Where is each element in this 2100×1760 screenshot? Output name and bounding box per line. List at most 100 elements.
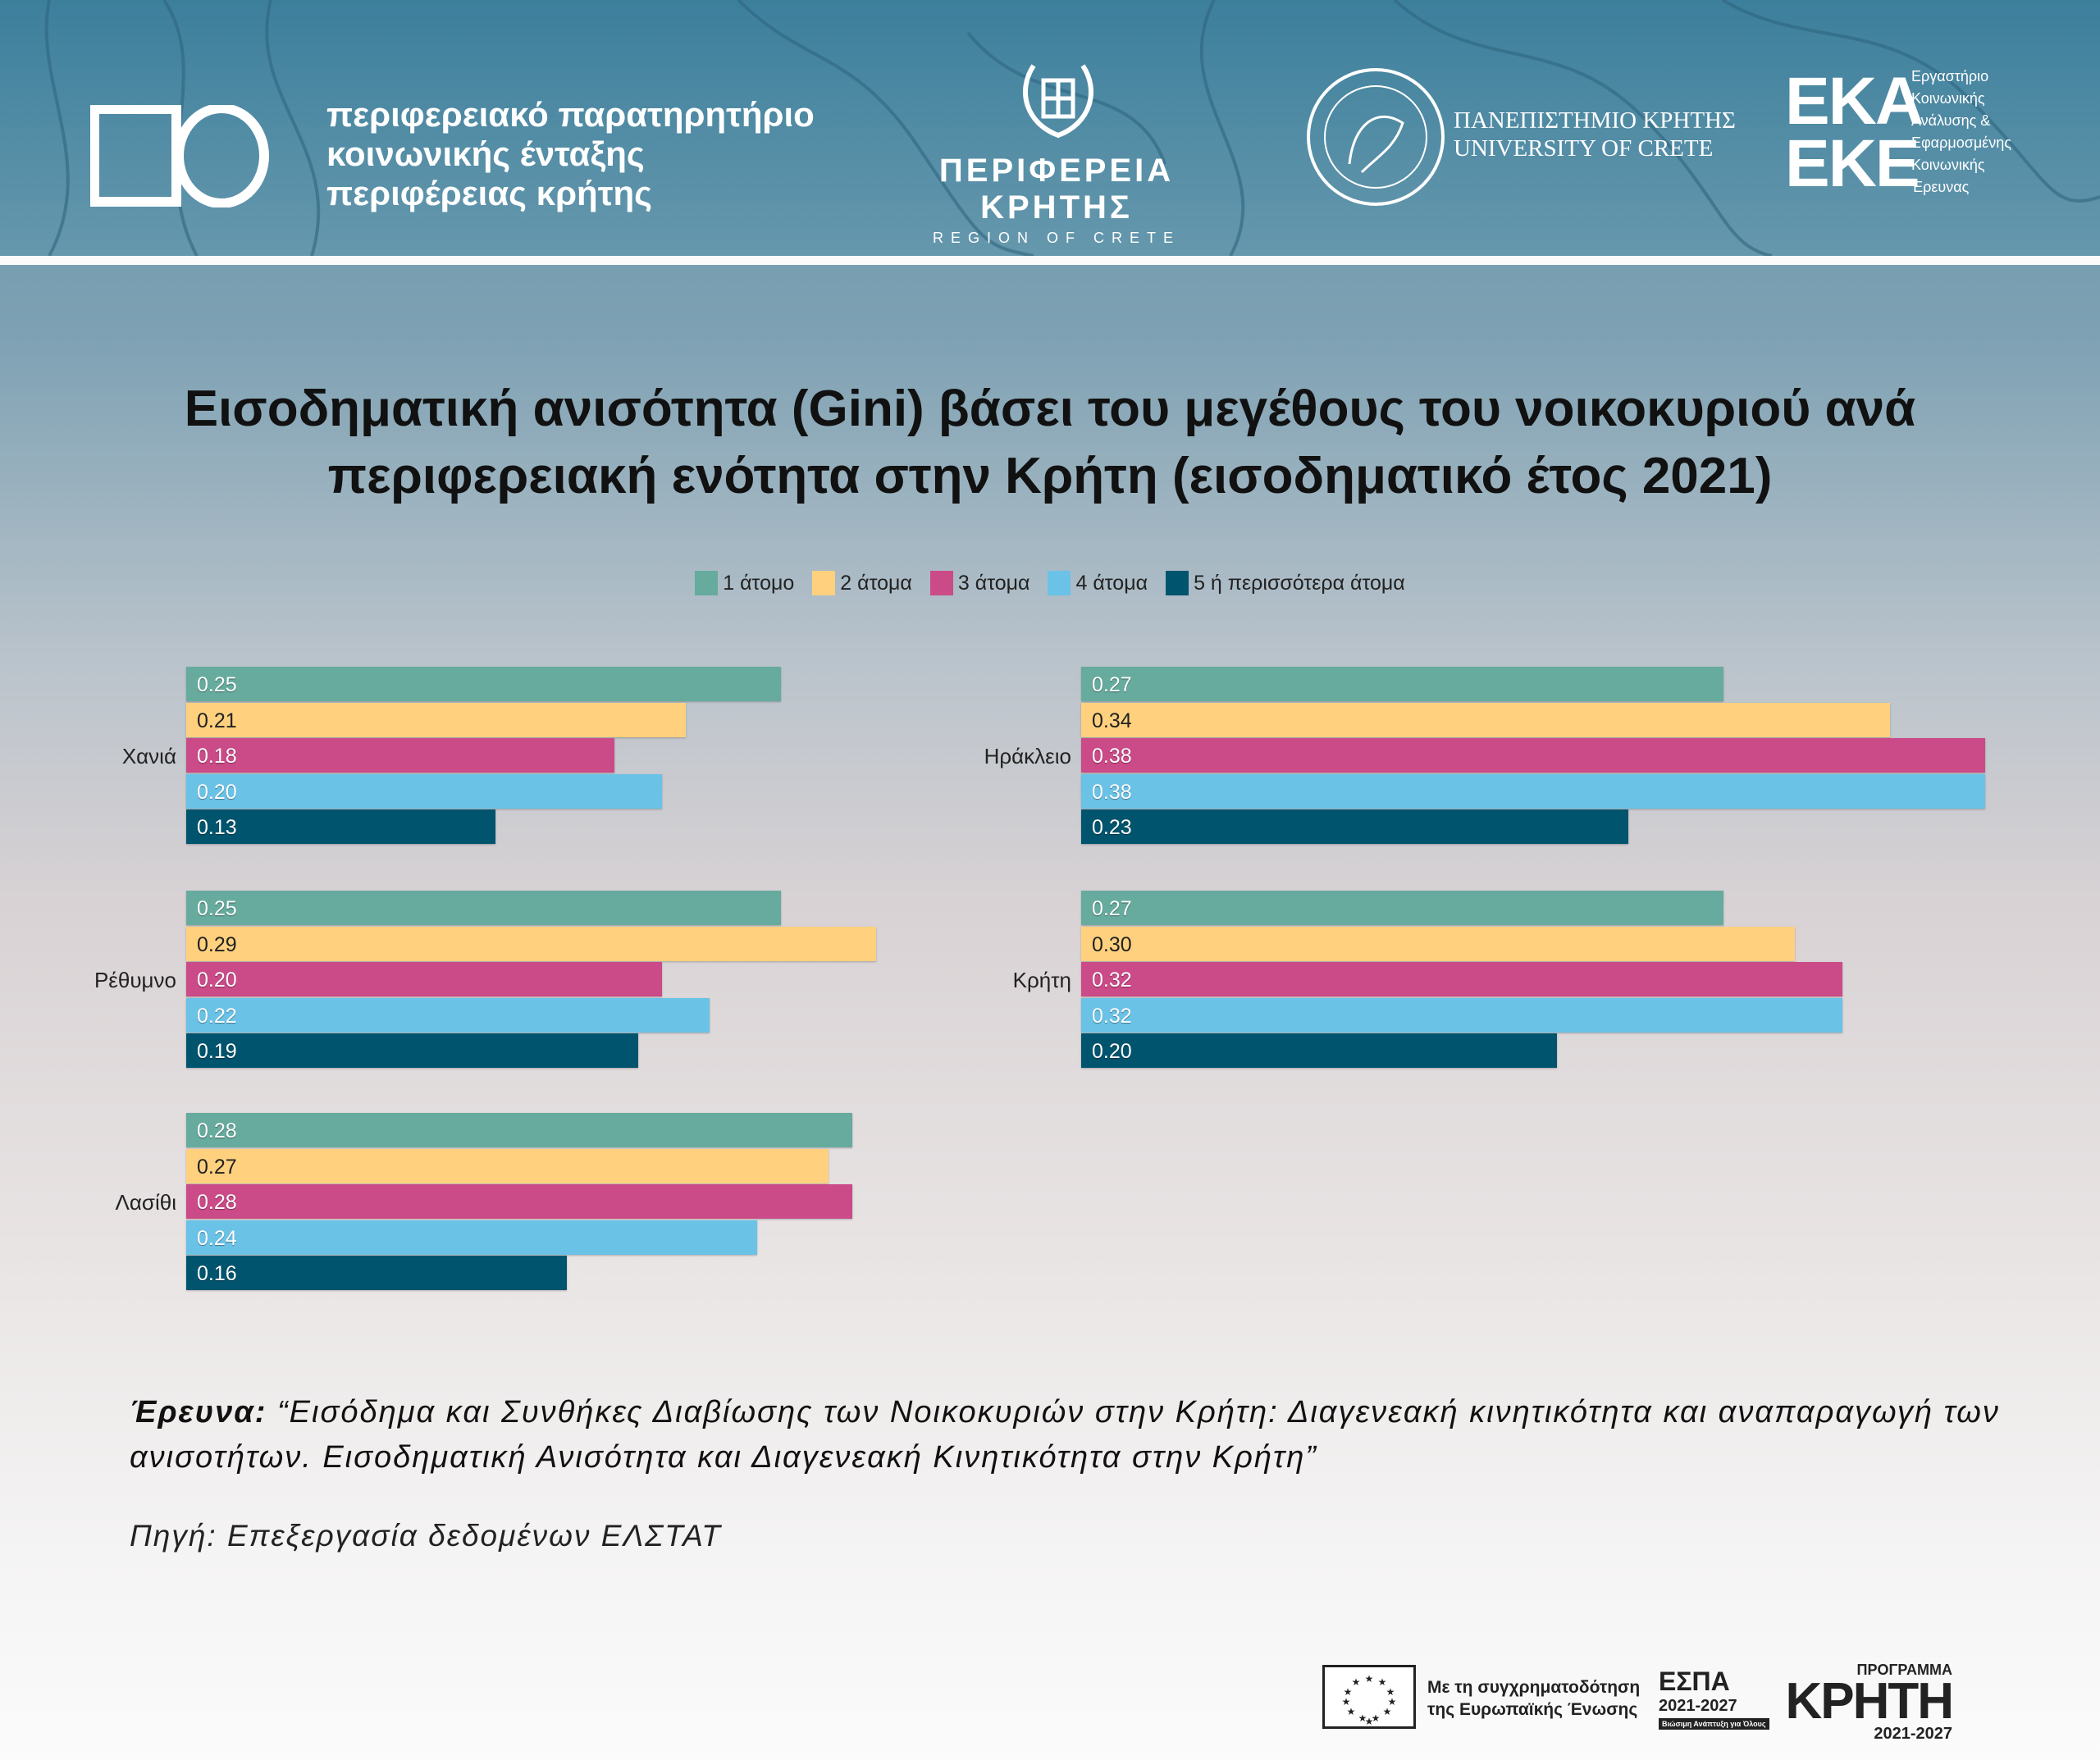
eka-text-line: Ανάλυσης & [1911, 112, 1991, 129]
eka-text-line: Έρευνας [1911, 179, 1970, 195]
data-label: 0.20 [1092, 1040, 1132, 1064]
data-label: 0.30 [1092, 932, 1132, 956]
topographic-pattern [44, 0, 2100, 256]
bar: 0.27 [1081, 667, 1723, 701]
programme-crete-logo: ΠΡΟΓΡΑΜΜΑ ΚΡΗΤΗ 2021-2027 [1770, 1662, 1954, 1744]
svg-text:★: ★ [1372, 1712, 1381, 1724]
data-label: 0.25 [197, 673, 237, 696]
eka-text-line: Κοινωνικής [1911, 90, 1985, 107]
svg-text:★: ★ [1365, 1673, 1374, 1685]
bar: 0.32 [1081, 962, 1842, 997]
programme-name: ΚΡΗΤΗ [1785, 1673, 1954, 1730]
bar: 0.27 [186, 1148, 829, 1183]
legend-item: 2 άτομα [812, 571, 912, 595]
bar: 0.25 [186, 891, 781, 925]
eka-text-line: Κοινωνικής [1911, 157, 1985, 173]
bar: 0.28 [186, 1113, 852, 1147]
legend-swatch [1166, 571, 1189, 595]
legend-label: 3 άτομα [957, 571, 1030, 595]
data-label: 0.29 [197, 932, 237, 956]
observatory-line: περιφέρειας κρήτης [326, 174, 652, 212]
data-label: 0.18 [197, 745, 237, 768]
eu-cofunding-text: Με τη συγχρηματοδότηση της Ευρωπαϊκής Έν… [1427, 1676, 1640, 1721]
category-label: Κρήτη [1012, 968, 1071, 993]
data-source: Πηγή: Επεξεργασία δεδομένων ΕΛΣΤΑΤ [130, 1519, 722, 1553]
svg-text:★: ★ [1386, 1686, 1395, 1698]
legend-label: 5 ή περισσότερα άτομα [1194, 571, 1405, 595]
region-of-crete-logo: ΠΕΡΙΦΕΡΕΙΑ ΚΡΗΤΗΣ REGION OF CRETE [876, 153, 1237, 247]
university-line: ΠΑΝΕΠΙΣΤΗΜΙΟ ΚΡΗΤΗΣ [1454, 107, 1736, 134]
eka-logo-line: ΕΚΑ [1785, 64, 1924, 139]
data-label: 0.24 [197, 1226, 237, 1250]
data-label: 0.22 [197, 1004, 237, 1028]
espa-years: 2021-2027 [1659, 1697, 1737, 1715]
region-title: ΠΕΡΙΦΕΡΕΙΑ ΚΡΗΤΗΣ [938, 153, 1175, 226]
data-label: 0.20 [197, 780, 237, 804]
eka-text-line: Εργαστήριο [1911, 68, 1989, 84]
bar: 0.29 [186, 926, 876, 961]
data-label: 0.34 [1092, 709, 1132, 732]
svg-text:★: ★ [1378, 1676, 1387, 1688]
svg-text:★: ★ [1344, 1686, 1353, 1698]
survey-citation: Έρευνα: “Εισόδημα και Συνθήκες Διαβίωσης… [130, 1390, 2016, 1480]
university-line: UNIVERSITY OF CRETE [1454, 135, 1714, 162]
svg-text:★: ★ [1358, 1712, 1367, 1724]
category-label: Ηράκλειο [984, 744, 1071, 769]
bar: 0.16 [186, 1256, 567, 1291]
bar: 0.20 [186, 962, 662, 997]
bar: 0.38 [1081, 738, 1985, 773]
legend-item: 4 άτομα [1048, 571, 1148, 595]
observatory-line: περιφερειακό παρατηρητήριο [326, 95, 815, 134]
svg-text:★: ★ [1388, 1696, 1397, 1708]
data-label: 0.20 [197, 969, 237, 992]
legend-label: 1 άτομο [723, 571, 795, 595]
data-label: 0.27 [1092, 673, 1132, 696]
bar: 0.25 [186, 667, 781, 701]
espa-logo: ΕΣΠΑ 2021-2027 Βιώσιμη Ανάπτυξη για Όλου… [1659, 1667, 1769, 1730]
bar: 0.30 [1081, 926, 1795, 961]
eu-text-line: της Ευρωπαϊκής Ένωσης [1427, 1700, 1638, 1719]
espa-title: ΕΣΠΑ [1659, 1667, 1730, 1696]
programme-top: ΠΡΟΓΡΑΜΜΑ [1856, 1662, 1952, 1678]
svg-text:★: ★ [1383, 1706, 1392, 1717]
bar: 0.20 [1081, 1033, 1557, 1069]
chart-title-line: περιφερειακή ενότητα στην Κρήτη (εισοδημ… [327, 448, 1773, 504]
data-label: 0.32 [1092, 969, 1132, 992]
header-banner: περιφερειακό παρατηρητήριο κοινωνικής έν… [0, 0, 2100, 256]
eu-flag-icon: ★ ★ ★ ★ ★ ★ ★ ★ ★ ★ ★ ★ [1322, 1665, 1416, 1729]
observatory-logo [90, 105, 269, 207]
eka-eke-logo: ΕΚΑ ΕΚΕ [1785, 64, 1924, 198]
header-divider [0, 256, 2100, 265]
bar: 0.28 [186, 1184, 852, 1220]
data-label: 0.19 [197, 1040, 237, 1064]
programme-years: 2021-2027 [1874, 1725, 1952, 1743]
bar: 0.27 [1081, 891, 1723, 925]
eka-text-line: Εφαρμοσμένης [1911, 135, 2011, 151]
svg-text:★: ★ [1347, 1706, 1356, 1717]
bar: 0.20 [186, 773, 662, 809]
legend-swatch [929, 571, 953, 595]
bar: 0.38 [1081, 773, 1985, 809]
eka-description: Εργαστήριο Κοινωνικής Ανάλυσης & Εφαρμοσ… [1911, 66, 2011, 198]
survey-text: “Εισόδημα και Συνθήκες Διαβίωσης των Νοι… [130, 1395, 2000, 1475]
bar: 0.23 [1081, 809, 1628, 845]
espa-slogan: Βιώσιμη Ανάπτυξη για Όλους [1659, 1718, 1769, 1730]
chart-legend: 1 άτομο 2 άτομα 3 άτομα 4 άτομα 5 ή περισσότ… [0, 571, 2100, 595]
data-label: 0.38 [1092, 745, 1132, 768]
data-label: 0.28 [197, 1119, 237, 1142]
greek-crest-icon [1023, 64, 1093, 139]
observatory-name: περιφερειακό παρατηρητήριο κοινωνικής έν… [326, 95, 815, 213]
legend-item: 1 άτομο [695, 571, 794, 595]
data-label: 0.38 [1092, 780, 1132, 804]
observatory-line: κοινωνικής ένταξης [326, 135, 645, 173]
legend-item: 5 ή περισσότερα άτομα [1166, 571, 1405, 595]
legend-swatch [1048, 571, 1071, 595]
university-seal-icon [1307, 68, 1445, 206]
data-label: 0.23 [1092, 816, 1132, 840]
svg-text:★: ★ [1365, 1716, 1374, 1726]
bar: 0.18 [186, 738, 614, 773]
bar: 0.21 [186, 702, 686, 737]
bar: 0.34 [1081, 702, 1890, 737]
legend-swatch [695, 571, 719, 595]
university-name: ΠΑΝΕΠΙΣΤΗΜΙΟ ΚΡΗΤΗΣ UNIVERSITY OF CRETE [1454, 107, 1736, 162]
